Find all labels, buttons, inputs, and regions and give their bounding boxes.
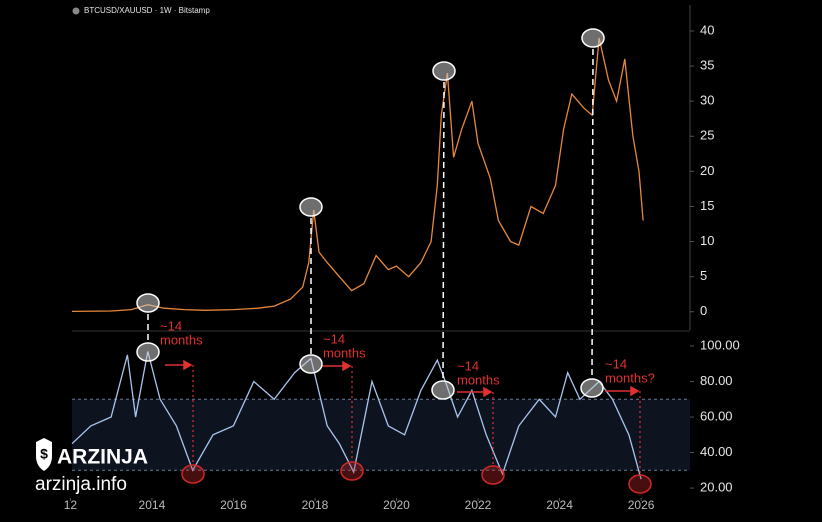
- x-tick-label: 2024: [546, 498, 573, 512]
- annotation: ~14: [160, 318, 182, 333]
- low-circle: [181, 464, 205, 484]
- x-tick-label: 2014: [139, 498, 166, 512]
- annotation: ~14: [605, 356, 627, 371]
- annotation: ~14: [457, 358, 479, 373]
- peak-circle: [299, 354, 323, 374]
- band: [72, 399, 690, 471]
- arrow-head: [342, 360, 352, 372]
- y-tick-label: 0: [700, 303, 707, 318]
- peak-circle: [581, 28, 605, 48]
- low-circle: [628, 474, 652, 494]
- x-tick-label: 2020: [383, 498, 410, 512]
- annotation: ~14: [323, 331, 345, 346]
- y-tick-label: 20: [700, 163, 714, 178]
- arrow-head: [183, 359, 193, 371]
- y-tick-label: 20.00: [700, 479, 733, 494]
- y-tick-label: 40.00: [700, 444, 733, 459]
- logo: [36, 438, 52, 471]
- series-line: [71, 351, 642, 480]
- peak-circle: [136, 342, 160, 362]
- symbol-icon: [72, 7, 80, 15]
- low-circle: [340, 461, 364, 481]
- annotation: months: [457, 372, 500, 387]
- y-tick-label: 60.00: [700, 408, 733, 423]
- chart-title: BTCUSD/XAUUSD · 1W · Bitstamp: [84, 6, 210, 15]
- y-tick-label: 100.00: [700, 337, 740, 352]
- annotation: months: [323, 345, 366, 360]
- logo-glyph: $: [40, 446, 48, 462]
- arrow-head: [630, 385, 640, 397]
- annotation: months?: [605, 370, 655, 385]
- peak-circle: [299, 197, 323, 217]
- y-tick-label: 5: [700, 268, 707, 283]
- x-tick-label: 2026: [628, 498, 655, 512]
- site: arzinja.info: [35, 474, 127, 495]
- peak-circle: [432, 61, 456, 81]
- x-tick-label: 2016: [220, 498, 247, 512]
- series-line: [71, 37, 644, 313]
- peak-circle: [431, 380, 455, 400]
- x-tick-label: 2022: [465, 498, 492, 512]
- low-circle: [481, 465, 505, 485]
- y-tick-label: 25: [700, 128, 714, 143]
- watermark: $ ARZINJA arzinja.info: [35, 438, 148, 495]
- y-tick-label: 10: [700, 233, 714, 248]
- peak-link: [591, 48, 594, 379]
- y-tick-label: 30: [700, 93, 714, 108]
- y-tick-label: 15: [700, 198, 714, 213]
- y-tick-label: 80.00: [700, 373, 733, 388]
- y-tick-label: 40: [700, 22, 714, 37]
- annotation-layer: [136, 28, 652, 494]
- peak-circle: [136, 293, 160, 313]
- y-tick-label: 35: [700, 58, 714, 73]
- brand: ARZINJA: [57, 446, 148, 469]
- x-tick-label: 12: [64, 498, 78, 512]
- arrow-head: [483, 386, 493, 398]
- x-tick-label: 2018: [302, 498, 329, 512]
- peak-circle: [580, 378, 604, 398]
- annotation: months: [160, 332, 203, 347]
